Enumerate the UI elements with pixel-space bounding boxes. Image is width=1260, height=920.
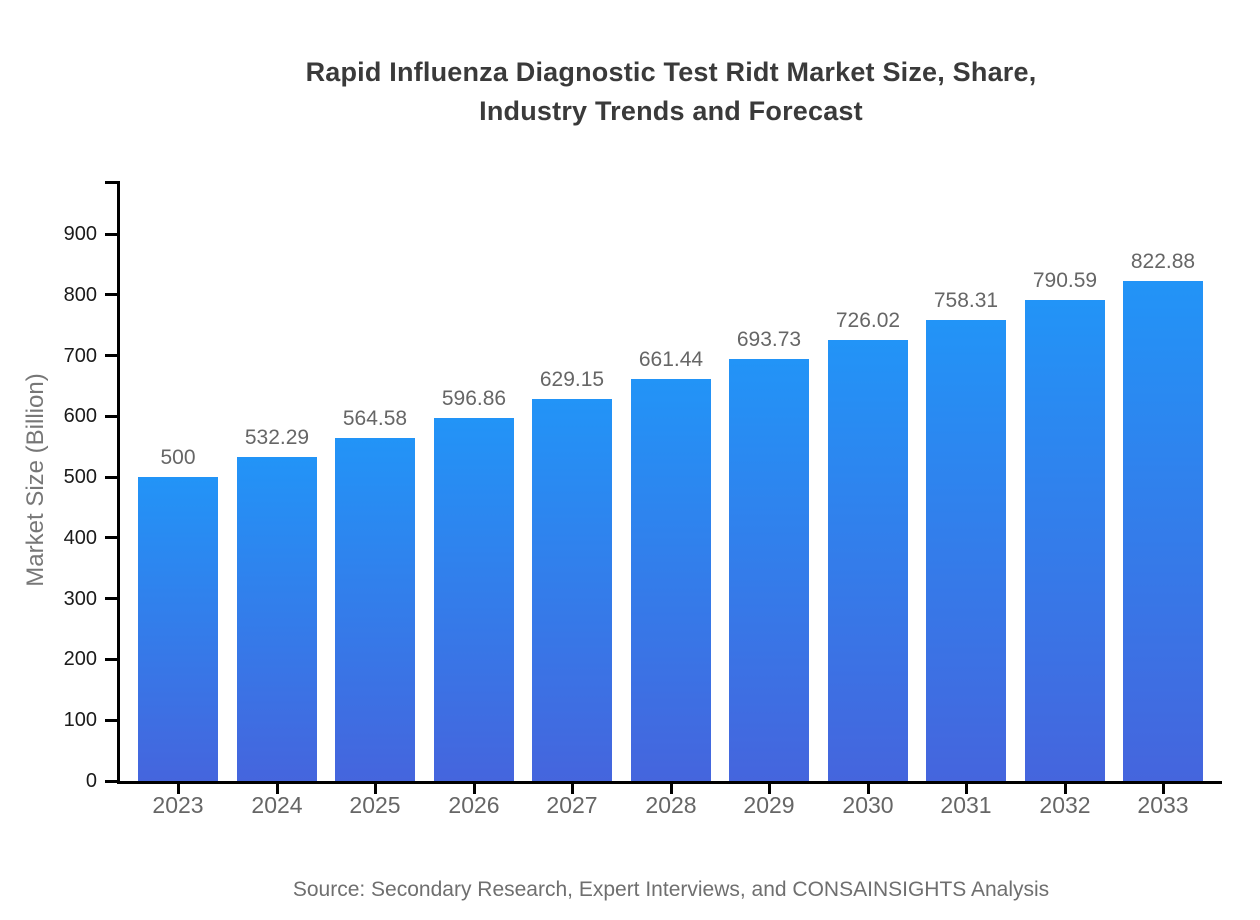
y-tick-mark [105,354,120,357]
y-tick-label: 800 [63,284,97,306]
bar-2025 [335,438,415,781]
y-tick-label: 300 [63,588,97,610]
x-tick-label: 2024 [251,792,303,818]
y-tick-label: 0 [85,770,97,792]
x-tick-mark [276,781,279,794]
source-note: Source: Secondary Research, Expert Inter… [292,878,1050,901]
x-tick-mark [473,781,476,794]
x-tick-mark [177,781,180,794]
x-tick-label: 2031 [940,792,992,818]
x-tick-mark [374,781,377,794]
bar-value-label: 790.59 [1032,269,1098,292]
plot-area: 0 100 200 300 400 500 600 700 800 900 500 2023 532.2… [64,181,1222,818]
x-tick-mark [670,781,673,794]
chart-title-line-1: Rapid Influenza Diagnostic Test Ridt Mar… [305,57,1037,87]
y-tick-label: 700 [63,345,97,367]
x-tick-mark [965,781,968,794]
bar-2032 [1025,300,1105,781]
x-tick-mark [768,781,771,794]
bar-value-label: 726.02 [835,309,901,332]
y-tick-mark [105,658,120,661]
y-tick-mark [105,780,120,783]
x-tick-mark [571,781,574,794]
y-tick-mark [105,536,120,539]
bar-value-label: 500 [160,446,196,469]
bar-value-label: 564.58 [342,407,408,430]
x-tick-mark [1064,781,1067,794]
y-tick-mark [105,719,120,722]
x-tick-label: 2023 [152,792,204,818]
y-tick-label: 100 [63,709,97,731]
bar-2023 [138,477,218,781]
y-axis-end-cap [105,181,120,184]
y-tick-label: 900 [63,223,97,245]
bar-2029 [729,359,809,781]
x-tick-label: 2033 [1137,792,1189,818]
bar-2027 [532,399,612,781]
y-tick-label: 500 [63,466,97,488]
bar-value-label: 822.88 [1130,250,1196,273]
x-tick-label: 2026 [448,792,500,818]
chart-title-line-2: Industry Trends and Forecast [479,96,863,126]
bar-value-label: 693.73 [736,328,802,351]
bar-2030 [828,340,908,781]
bar-value-label: 661.44 [638,348,704,371]
bar-value-label: 596.86 [441,387,507,410]
bar-2026 [434,418,514,781]
y-tick-mark [105,293,120,296]
bar-value-label: 629.15 [539,368,605,391]
x-tick-label: 2025 [349,792,401,818]
y-tick-mark [105,476,120,479]
bar-value-label: 758.31 [933,289,999,312]
x-tick-label: 2030 [842,792,894,818]
y-tick-label: 400 [63,527,97,549]
x-tick-mark [1162,781,1165,794]
bar-2024 [237,457,317,781]
x-tick-label: 2028 [645,792,697,818]
x-tick-label: 2029 [743,792,795,818]
chart-title: Rapid Influenza Diagnostic Test Ridt Mar… [82,53,1260,131]
y-tick-mark [105,597,120,600]
bar-2028 [631,379,711,781]
bar-2031 [926,320,1006,781]
x-tick-label: 2032 [1039,792,1091,818]
x-tick-label: 2027 [546,792,598,818]
bar-2033 [1123,281,1203,781]
x-tick-mark [867,781,870,794]
y-tick-label: 200 [63,648,97,670]
y-tick-mark [105,233,120,236]
y-tick-label: 600 [63,405,97,427]
y-tick-mark [105,415,120,418]
bar-value-label: 532.29 [244,426,310,449]
